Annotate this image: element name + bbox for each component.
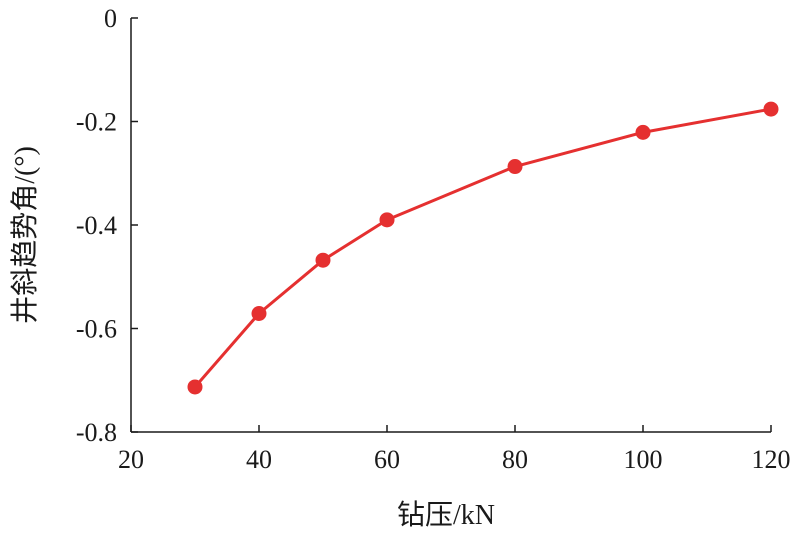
y-axis-ticks: 0 -0.2 -0.4 -0.6 -0.8 [76, 4, 138, 447]
y-tick-label: 0 [104, 4, 117, 33]
y-tick-label: -0.8 [76, 418, 117, 447]
series-line [193, 107, 772, 388]
y-tick-label: -0.6 [76, 315, 117, 344]
series-layer [187, 101, 779, 395]
data-point [315, 252, 331, 268]
x-axis-ticks: 20 40 60 80 100 120 [118, 425, 791, 474]
axes [130, 18, 771, 433]
x-axis-title: 钻压/kN [397, 499, 495, 531]
data-point [379, 212, 395, 228]
data-point [635, 124, 651, 140]
x-tick-label: 60 [374, 445, 400, 474]
data-point [763, 101, 779, 117]
y-tick-label: -0.4 [76, 211, 117, 240]
x-tick-label: 100 [624, 445, 663, 474]
data-point [251, 305, 267, 321]
y-tick-label: -0.2 [76, 108, 117, 137]
data-point [187, 379, 203, 395]
x-tick-label: 20 [118, 445, 144, 474]
x-tick-label: 40 [246, 445, 272, 474]
x-tick-label: 120 [752, 445, 791, 474]
x-tick-label: 80 [502, 445, 528, 474]
y-axis-title: 井斜趋势角/(°) [9, 146, 41, 324]
data-point [507, 159, 523, 175]
